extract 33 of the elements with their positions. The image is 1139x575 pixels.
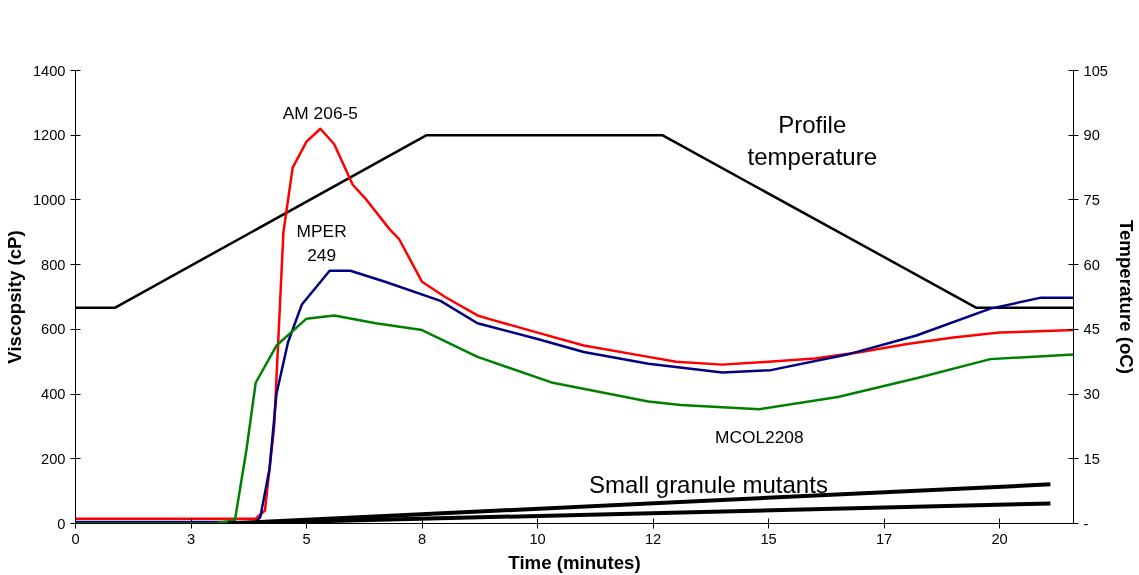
x-tick-label: 8 <box>417 530 427 547</box>
x-tick-label: 0 <box>71 530 80 547</box>
y-tick-label: 1000 <box>32 191 66 208</box>
x-tick-label: 12 <box>644 530 662 547</box>
y2-tick-label: 15 <box>1083 450 1100 467</box>
x-tick-label: 10 <box>529 530 546 547</box>
y2-tick-label: 60 <box>1083 256 1100 273</box>
y-tick-label: 200 <box>41 450 66 467</box>
y-tick-label: 800 <box>41 256 66 273</box>
x-tick-label: 20 <box>991 530 1008 547</box>
x-tick-label: 3 <box>186 530 196 547</box>
series-label: MPER 249 <box>296 220 347 265</box>
x-tick-label: 15 <box>760 530 777 547</box>
x-tick-label: 17 <box>875 530 893 547</box>
series-label: MCOL2208 <box>715 427 804 448</box>
y2-tick-label: - <box>1083 515 1089 532</box>
series-label: Profile temperature <box>747 110 877 170</box>
y2-tick-label: 90 <box>1083 127 1100 144</box>
y2-tick-label: 105 <box>1083 62 1108 79</box>
y2-tick-label: 75 <box>1083 191 1100 208</box>
x-tick-label: 5 <box>302 530 311 547</box>
y-tick-label: 600 <box>41 321 66 338</box>
y-tick-label: 1400 <box>32 62 66 79</box>
annotation: Small granule mutants <box>589 470 828 498</box>
y-axis-title: Viscopsity (cP) <box>3 230 25 364</box>
y2-tick-label: 30 <box>1083 386 1100 403</box>
x-axis-title: Time (minutes) <box>508 551 641 573</box>
y-tick-label: 0 <box>57 515 66 532</box>
series-label: AM 206-5 <box>282 102 358 123</box>
y-tick-label: 1200 <box>32 127 66 144</box>
y-tick-label: 400 <box>41 386 66 403</box>
y2-axis-title: Temperature (oC) <box>1115 219 1137 375</box>
y2-tick-label: 45 <box>1083 321 1100 338</box>
